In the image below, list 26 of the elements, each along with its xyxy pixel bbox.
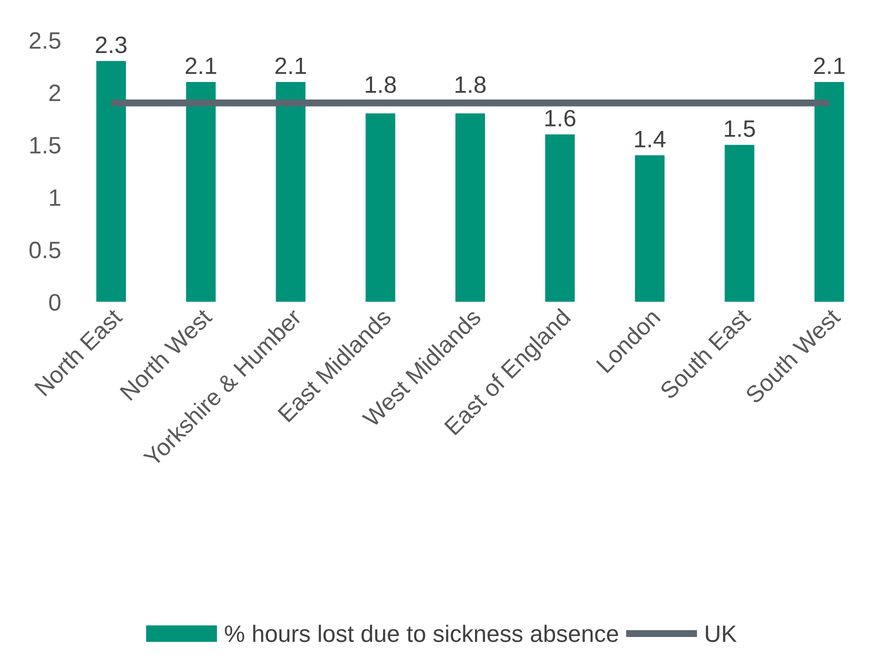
- data-label: 1.5: [724, 120, 755, 138]
- data-label: 2.1: [814, 57, 845, 74]
- bar: [455, 113, 486, 302]
- legend-label: % hours lost due to sickness absence: [224, 624, 618, 642]
- bar: [96, 61, 126, 302]
- data-label: 2.3: [96, 36, 126, 54]
- y-tick-label: 0.5: [29, 242, 60, 258]
- legend-label: UK: [706, 626, 737, 642]
- data-label: 1.6: [545, 110, 576, 127]
- y-tick-label: 2: [49, 84, 60, 102]
- bar: [634, 155, 665, 302]
- y-tick-label: 1: [50, 190, 60, 206]
- data-label: 1.8: [456, 76, 486, 94]
- bar: [366, 113, 396, 302]
- y-tick-label: 1.5: [30, 137, 60, 154]
- data-label: 1.8: [366, 76, 396, 94]
- bar: [186, 82, 216, 302]
- bar: [814, 82, 844, 302]
- bar: [724, 144, 754, 302]
- bar: [545, 134, 575, 302]
- y-tick-label: 0: [49, 294, 60, 311]
- data-label: 2.1: [186, 57, 216, 74]
- bar: [276, 82, 306, 302]
- data-label: 2.1: [275, 57, 306, 74]
- data-label: 1.4: [635, 131, 666, 148]
- y-tick-label: 2.5: [30, 32, 60, 49]
